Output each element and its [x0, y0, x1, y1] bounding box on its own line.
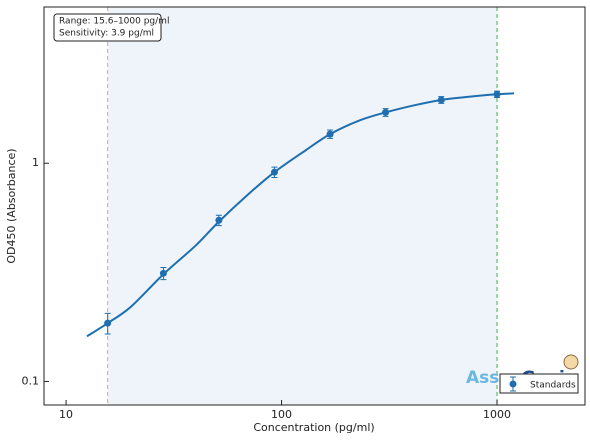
logo-icon [563, 354, 579, 370]
legend-marker [509, 380, 517, 388]
fit-curve [86, 92, 515, 338]
legend-label: Standards [530, 381, 576, 391]
data-point [382, 108, 390, 116]
x-tick-label: 10 [59, 408, 73, 421]
annotation-box [53, 13, 162, 42]
y-tick-label: 0.1 [22, 374, 40, 387]
x-axis-label: Concentration (pg/ml) [253, 421, 374, 434]
x-tick-label: 100 [271, 408, 292, 421]
data-point [493, 90, 501, 98]
y-tick-label: 1 [32, 156, 39, 169]
data-point [215, 216, 223, 224]
data-point [270, 168, 278, 176]
x-tick-label: 1000 [483, 408, 511, 421]
data-point [326, 130, 334, 138]
legend-box [499, 373, 579, 394]
data-point [104, 319, 112, 327]
range-shade [107, 7, 498, 405]
data-point [437, 96, 445, 104]
data-point [159, 269, 167, 277]
annotation-text: Sensitivity: 3.9 pg/ml [59, 29, 154, 39]
plot-frame [43, 6, 586, 406]
annotation-text: Range: 15.6–1000 pg/ml [59, 17, 169, 27]
y-axis-label: OD450 (Absorbance) [5, 148, 18, 263]
